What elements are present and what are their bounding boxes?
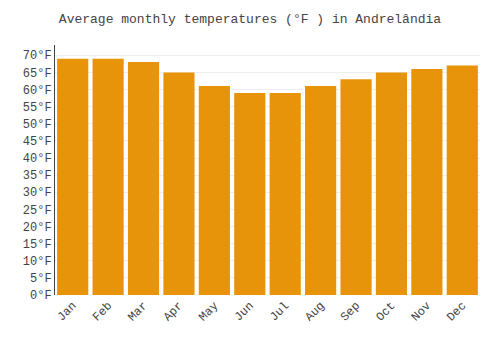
svg-text:Jun: Jun [232,299,257,324]
svg-text:5°F: 5°F [30,272,52,286]
svg-text:Jan: Jan [55,299,80,324]
svg-text:0°F: 0°F [30,289,52,303]
svg-text:60°F: 60°F [23,84,52,98]
svg-text:Nov: Nov [409,299,434,324]
svg-text:Apr: Apr [161,299,186,324]
svg-text:65°F: 65°F [23,67,52,81]
svg-text:35°F: 35°F [23,169,52,183]
svg-text:50°F: 50°F [23,118,52,132]
svg-text:Feb: Feb [90,299,115,324]
svg-text:30°F: 30°F [23,186,52,200]
svg-text:Average monthly temperatures (: Average monthly temperatures (°F ) in An… [59,12,441,27]
svg-text:70°F: 70°F [23,49,52,63]
svg-text:45°F: 45°F [23,135,52,149]
svg-text:Dec: Dec [444,299,469,324]
svg-text:Aug: Aug [303,299,328,324]
svg-text:25°F: 25°F [23,204,52,218]
svg-text:15°F: 15°F [23,238,52,252]
svg-text:Oct: Oct [373,299,398,324]
svg-text:Mar: Mar [125,299,150,324]
svg-text:Jul: Jul [267,299,292,324]
svg-text:55°F: 55°F [23,101,52,115]
svg-text:Sep: Sep [338,299,363,324]
svg-text:10°F: 10°F [23,255,52,269]
svg-text:40°F: 40°F [23,152,52,166]
svg-text:May: May [196,299,221,324]
svg-text:20°F: 20°F [23,221,52,235]
